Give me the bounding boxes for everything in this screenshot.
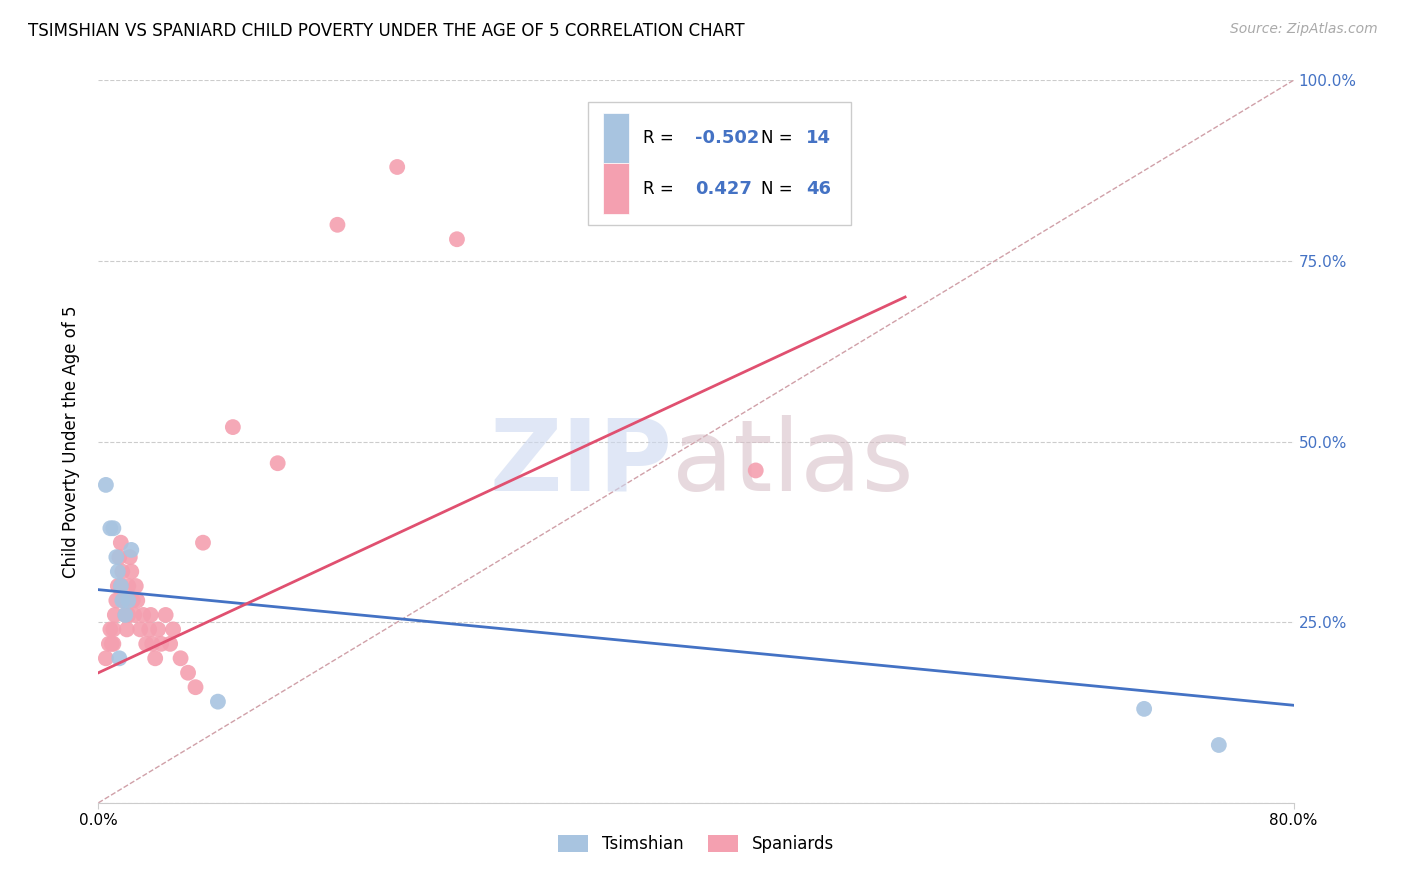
Point bbox=[110, 579, 132, 593]
Point bbox=[191, 535, 214, 549]
Point bbox=[169, 651, 191, 665]
Y-axis label: Child Poverty Under the Age of 5: Child Poverty Under the Age of 5 bbox=[62, 305, 80, 578]
Point bbox=[143, 651, 166, 665]
Point bbox=[114, 607, 136, 622]
Point bbox=[111, 593, 134, 607]
Point bbox=[1133, 702, 1156, 716]
Text: -0.502: -0.502 bbox=[695, 129, 759, 147]
Point bbox=[326, 218, 349, 232]
Point bbox=[129, 623, 152, 637]
Text: TSIMSHIAN VS SPANIARD CHILD POVERTY UNDER THE AGE OF 5 CORRELATION CHART: TSIMSHIAN VS SPANIARD CHILD POVERTY UNDE… bbox=[28, 22, 745, 40]
Point bbox=[112, 593, 135, 607]
Point bbox=[177, 665, 200, 680]
Point bbox=[1208, 738, 1230, 752]
Point bbox=[117, 593, 139, 607]
Point bbox=[125, 579, 148, 593]
Point bbox=[98, 623, 122, 637]
Point bbox=[114, 607, 136, 622]
Text: R =: R = bbox=[644, 129, 679, 147]
Point bbox=[108, 550, 131, 565]
Text: 46: 46 bbox=[806, 179, 831, 198]
Point bbox=[117, 607, 139, 622]
Point bbox=[103, 637, 125, 651]
Text: atlas: atlas bbox=[672, 415, 914, 512]
Point bbox=[139, 607, 162, 622]
Point bbox=[150, 637, 173, 651]
Point bbox=[105, 550, 128, 565]
Point bbox=[110, 579, 132, 593]
Text: Source: ZipAtlas.com: Source: ZipAtlas.com bbox=[1230, 22, 1378, 37]
Point bbox=[446, 232, 468, 246]
Point bbox=[120, 542, 142, 557]
Point bbox=[105, 593, 128, 607]
Point bbox=[135, 637, 157, 651]
Text: ZIP: ZIP bbox=[489, 415, 672, 512]
Bar bbox=[603, 163, 628, 214]
Point bbox=[141, 637, 163, 651]
Point bbox=[159, 637, 181, 651]
Text: N =: N = bbox=[761, 129, 797, 147]
Point bbox=[124, 607, 146, 622]
Point bbox=[127, 593, 149, 607]
Point bbox=[107, 579, 129, 593]
Text: 0.427: 0.427 bbox=[695, 179, 752, 198]
Point bbox=[184, 680, 207, 694]
Point bbox=[162, 623, 184, 637]
Point bbox=[115, 623, 138, 637]
Point bbox=[101, 637, 124, 651]
Point bbox=[385, 160, 409, 174]
Point bbox=[107, 565, 129, 579]
Point bbox=[120, 565, 142, 579]
Point bbox=[97, 637, 120, 651]
Text: R =: R = bbox=[644, 179, 685, 198]
Point bbox=[117, 579, 139, 593]
Point bbox=[108, 651, 131, 665]
Point bbox=[121, 593, 143, 607]
Point bbox=[207, 695, 229, 709]
Point bbox=[94, 651, 117, 665]
Point bbox=[222, 420, 245, 434]
Point bbox=[111, 565, 134, 579]
Point bbox=[132, 607, 155, 622]
Point bbox=[138, 623, 160, 637]
Bar bbox=[589, 102, 852, 225]
Point bbox=[155, 607, 177, 622]
Point bbox=[110, 535, 132, 549]
Point bbox=[104, 607, 127, 622]
Point bbox=[745, 463, 768, 477]
Bar bbox=[603, 112, 628, 163]
Point bbox=[98, 521, 122, 535]
Point bbox=[118, 550, 141, 565]
Point bbox=[94, 478, 117, 492]
Text: N =: N = bbox=[761, 179, 797, 198]
Legend: Tsimshian, Spaniards: Tsimshian, Spaniards bbox=[551, 828, 841, 860]
Point bbox=[103, 521, 125, 535]
Point bbox=[148, 623, 170, 637]
Text: 14: 14 bbox=[806, 129, 831, 147]
Point bbox=[267, 456, 290, 470]
Point bbox=[103, 623, 125, 637]
